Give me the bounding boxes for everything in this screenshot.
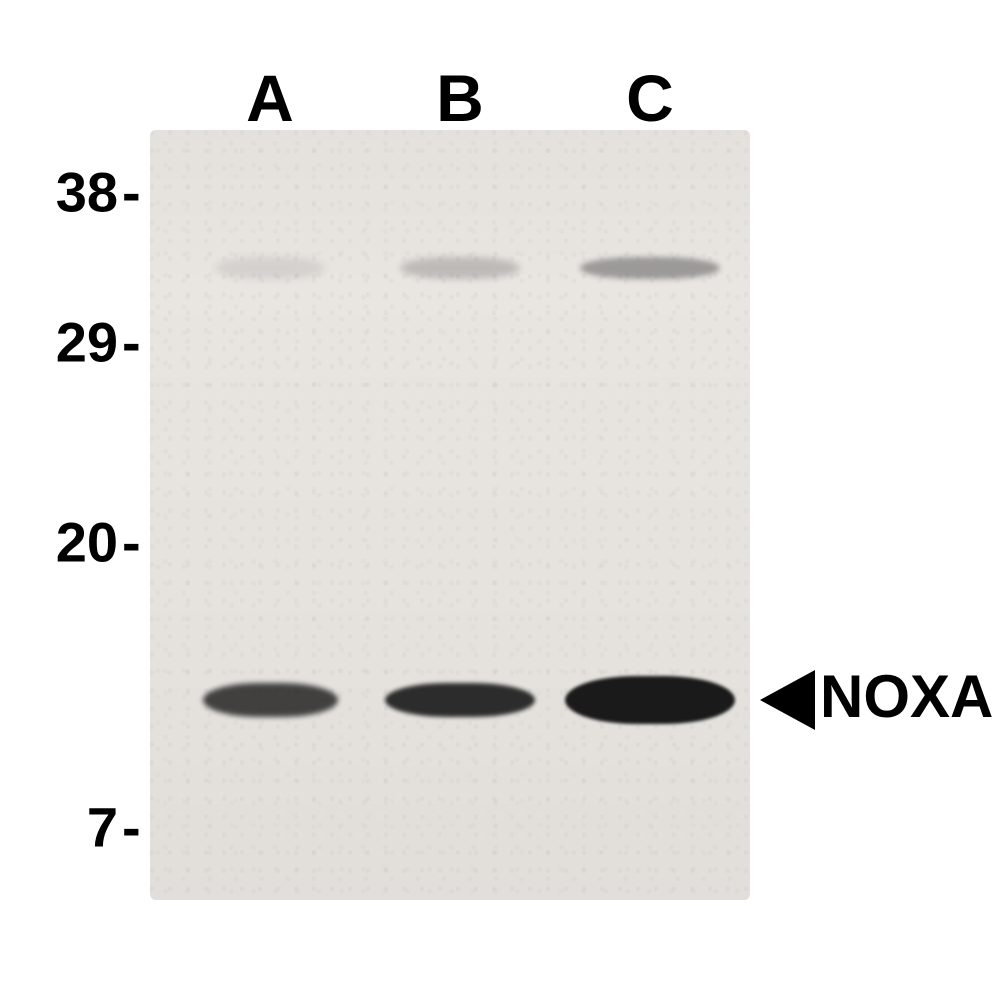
band-noxa-lane-A xyxy=(203,683,338,717)
marker-dash-29: - xyxy=(122,309,141,374)
protein-label-noxa: NOXA xyxy=(820,662,993,731)
band-noxa-lane-B xyxy=(385,683,535,717)
marker-label-7: 7 xyxy=(87,794,118,859)
lane-label-B: B xyxy=(436,60,484,136)
figure-canvas: A B C 38 - 29 - 20 - 7 - NOXA xyxy=(0,0,1000,1000)
blot-noise-overlay xyxy=(150,130,750,900)
arrowhead-icon xyxy=(760,670,815,730)
marker-label-38: 38 xyxy=(56,159,118,224)
band-upper-lane-A xyxy=(215,257,325,279)
band-noxa-lane-C xyxy=(565,676,735,724)
lane-label-A: A xyxy=(246,60,294,136)
band-upper-lane-B xyxy=(400,257,520,279)
marker-label-20: 20 xyxy=(56,509,118,574)
band-upper-lane-C xyxy=(580,257,720,279)
lane-label-C: C xyxy=(626,60,674,136)
marker-dash-20: - xyxy=(122,509,141,574)
marker-label-29: 29 xyxy=(56,309,118,374)
marker-dash-38: - xyxy=(122,159,141,224)
blot-membrane xyxy=(150,130,750,900)
marker-dash-7: - xyxy=(122,794,141,859)
